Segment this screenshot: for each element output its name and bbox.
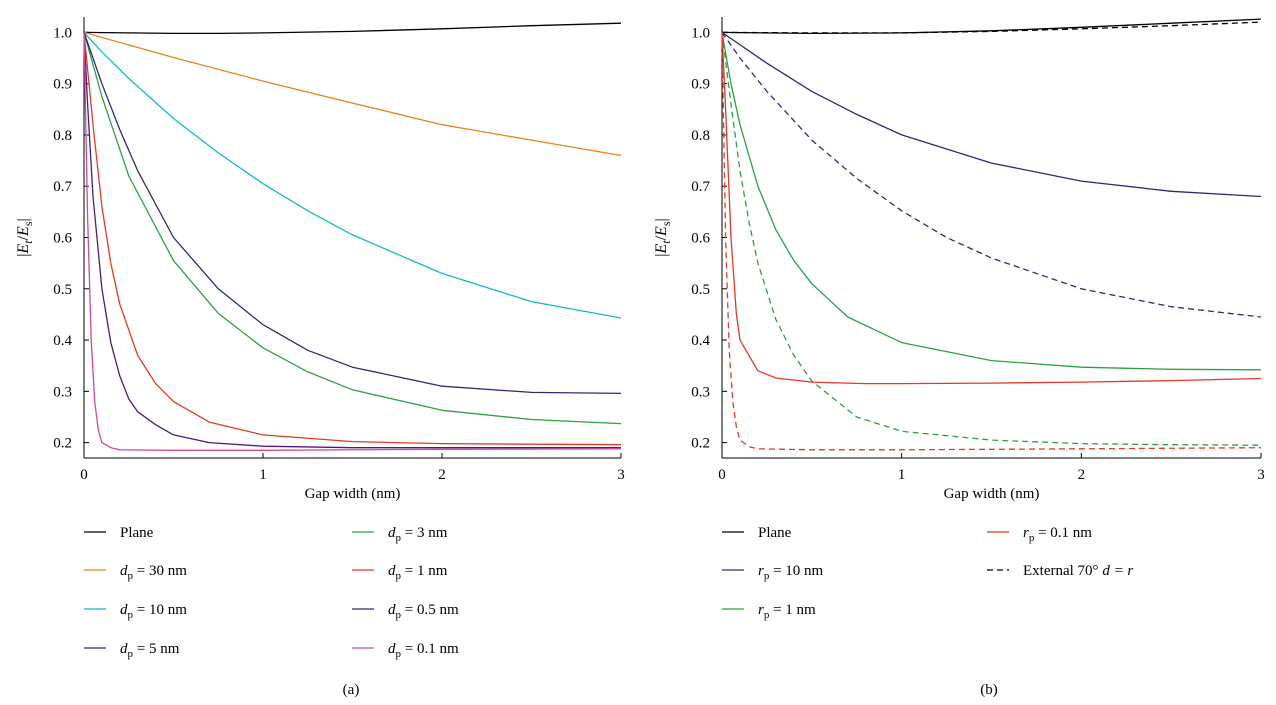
y-tick-label: 0.6 xyxy=(691,231,710,247)
y-tick-label: 0.9 xyxy=(691,77,710,93)
legend-item: External 70° d = r xyxy=(987,563,1133,579)
y-tick-label: 0.9 xyxy=(53,77,72,93)
y-axis-label: |Et/Es| xyxy=(15,218,35,256)
series-line xyxy=(83,22,622,35)
legend-label: dp = 10 nm xyxy=(120,602,187,621)
legend-item: dp = 3 nm xyxy=(352,525,448,544)
y-tick-label: 0.7 xyxy=(53,179,72,195)
series-line xyxy=(721,32,1262,371)
legend-a: Plane dp = 30 nm dp = 10 nm dp = 5 nm dp = 3… xyxy=(84,525,459,660)
x-tick-label: 2 xyxy=(438,467,446,483)
panel-b: 0.2 0.3 0.4 0.5 0.6 0.7 0.8 0.9 1.0 0 1 2 3 Gap width… xyxy=(653,17,1265,502)
legend-label: dp = 0.5 nm xyxy=(388,602,459,621)
y-tick-label: 0.3 xyxy=(691,384,710,400)
y-tick-label: 0.2 xyxy=(691,436,710,452)
series-line xyxy=(721,32,1262,318)
series-line xyxy=(721,31,1262,198)
x-tick-label: 1 xyxy=(259,467,267,483)
series-line xyxy=(83,31,622,319)
legend-label: dp = 3 nm xyxy=(388,525,448,544)
x-tick-label: 0 xyxy=(80,467,88,483)
y-tick-label: 0.4 xyxy=(53,333,72,349)
y-tick-label: 0.3 xyxy=(53,384,72,400)
y-tick-label: 0.6 xyxy=(53,231,72,247)
legend-label: Plane xyxy=(758,525,792,541)
legend-b: Plane rp = 10 nm rp = 1 nm rp = 0.1 nm Exter… xyxy=(722,525,1133,621)
series-line xyxy=(83,32,622,395)
legend-item: rp = 1 nm xyxy=(722,602,816,621)
x-tick-label: 3 xyxy=(1257,467,1265,483)
legend-item: rp = 0.1 nm xyxy=(987,525,1092,544)
legend-item: dp = 1 nm xyxy=(352,563,448,582)
panel-a: 0.2 0.3 0.4 0.5 0.6 0.7 0.8 0.9 1.0 0 1 2 3 Gap width… xyxy=(15,17,625,502)
legend-item: dp = 0.1 nm xyxy=(352,641,459,660)
legend-label: rp = 1 nm xyxy=(758,602,816,621)
y-tick-label: 0.4 xyxy=(691,333,710,349)
series-line xyxy=(83,32,622,451)
panel-b-caption: (b) xyxy=(980,682,998,698)
series-line xyxy=(83,32,622,425)
series-line xyxy=(83,32,622,446)
series-line xyxy=(721,18,1262,35)
y-tick-label: 0.8 xyxy=(53,128,72,144)
legend-item: dp = 30 nm xyxy=(84,563,187,582)
y-tick-label: 1.0 xyxy=(691,25,710,41)
legend-label: dp = 1 nm xyxy=(388,563,448,582)
y-tick-label: 0.7 xyxy=(691,179,710,195)
y-tick-label: 0.5 xyxy=(691,282,710,298)
x-tick-label: 2 xyxy=(1078,467,1086,483)
panel-a-caption: (a) xyxy=(343,682,360,698)
y-tick-label: 1.0 xyxy=(53,25,72,41)
legend-label: External 70° d = r xyxy=(1023,563,1133,579)
legend-item: dp = 10 nm xyxy=(84,602,187,621)
y-tick-label: 0.2 xyxy=(53,436,72,452)
x-tick-label: 0 xyxy=(718,467,726,483)
legend-item: dp = 5 nm xyxy=(84,641,180,660)
legend-label: rp = 0.1 nm xyxy=(1023,525,1092,544)
legend-label: dp = 30 nm xyxy=(120,563,187,582)
x-axis-label: Gap width (nm) xyxy=(944,486,1040,502)
series-line xyxy=(721,32,1262,451)
y-axis-label: |Et/Es| xyxy=(653,218,673,256)
series-line xyxy=(83,32,621,449)
series-line xyxy=(721,32,1262,385)
x-tick-label: 1 xyxy=(898,467,906,483)
legend-label: dp = 0.1 nm xyxy=(388,641,459,660)
legend-label: rp = 10 nm xyxy=(758,563,824,582)
legend-item: rp = 10 nm xyxy=(722,563,824,582)
legend-item: Plane xyxy=(84,525,154,541)
legend-item: dp = 0.5 nm xyxy=(352,602,459,621)
x-tick-label: 3 xyxy=(617,467,625,483)
series-line xyxy=(721,32,1262,446)
y-tick-label: 0.5 xyxy=(53,282,72,298)
legend-label: Plane xyxy=(120,525,154,541)
y-tick-label: 0.8 xyxy=(691,128,710,144)
legend-item: Plane xyxy=(722,525,792,541)
legend-label: dp = 5 nm xyxy=(120,641,180,660)
series-line xyxy=(83,31,622,157)
x-axis-label: Gap width (nm) xyxy=(305,486,401,502)
